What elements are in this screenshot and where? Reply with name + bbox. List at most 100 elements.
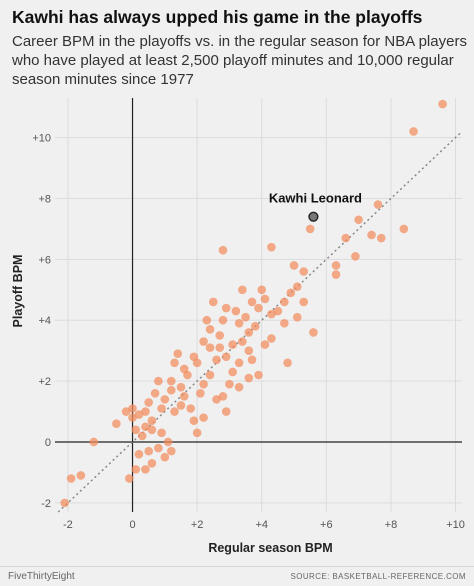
- data-point: [189, 416, 199, 425]
- data-point: [376, 233, 386, 243]
- data-point: [166, 376, 176, 386]
- data-point: [221, 407, 231, 416]
- data-point: [225, 379, 234, 389]
- data-point: [354, 215, 363, 225]
- data-point: [234, 358, 244, 368]
- data-point: [221, 352, 231, 362]
- x-tick-label: 0: [129, 519, 135, 531]
- data-point: [438, 99, 447, 109]
- data-point: [260, 294, 270, 304]
- data-point: [218, 245, 228, 255]
- data-point: [163, 437, 173, 447]
- data-point: [351, 251, 360, 261]
- data-point: [199, 337, 208, 346]
- data-point: [131, 465, 141, 474]
- data-point: [166, 446, 176, 456]
- data-point: [218, 315, 228, 325]
- data-point: [273, 306, 283, 316]
- data-point: [247, 355, 257, 365]
- data-point: [267, 309, 276, 319]
- footer-source: SOURCE: BASKETBALL-REFERENCE.COM: [290, 572, 466, 581]
- highlight-point: [308, 211, 319, 222]
- data-point: [183, 370, 192, 380]
- data-point: [228, 367, 237, 377]
- x-tick-label: -2: [63, 519, 73, 531]
- x-axis-label: Regular season BPM: [208, 541, 332, 555]
- data-point: [254, 303, 263, 313]
- data-point: [244, 346, 254, 355]
- data-point: [141, 407, 150, 416]
- data-point: [199, 379, 208, 389]
- data-point: [409, 127, 418, 136]
- data-point: [231, 306, 241, 316]
- data-point: [157, 404, 166, 413]
- data-point: [112, 419, 121, 429]
- data-point: [247, 297, 257, 307]
- data-point: [250, 322, 260, 331]
- data-point: [202, 315, 212, 325]
- data-point: [160, 452, 170, 462]
- data-point: [128, 404, 137, 413]
- data-point: [244, 373, 254, 383]
- data-point: [292, 312, 302, 322]
- data-point: [150, 388, 160, 398]
- data-point: [179, 392, 189, 401]
- data-point: [289, 261, 299, 270]
- data-point: [141, 422, 150, 432]
- data-point: [131, 425, 141, 435]
- data-point: [238, 337, 247, 346]
- data-point: [299, 267, 309, 276]
- data-point: [176, 401, 186, 410]
- data-point: [170, 407, 179, 416]
- data-point: [331, 270, 341, 279]
- data-point: [166, 385, 176, 395]
- data-point: [176, 382, 186, 392]
- data-point: [238, 285, 247, 295]
- y-axis-label: Playoff BPM: [11, 255, 25, 328]
- data-point: [205, 325, 215, 334]
- data-point: [60, 498, 69, 508]
- data-point: [208, 297, 218, 307]
- data-point: [241, 312, 250, 322]
- data-point: [305, 224, 315, 234]
- data-point: [205, 370, 215, 380]
- x-tick-label: +2: [191, 519, 204, 531]
- data-point: [267, 242, 276, 252]
- data-point: [280, 318, 289, 328]
- data-point: [244, 328, 254, 337]
- data-point: [147, 425, 157, 435]
- data-point: [144, 446, 153, 456]
- data-point: [186, 404, 195, 413]
- data-point: [234, 382, 244, 392]
- data-point: [218, 392, 228, 401]
- equality-diagonal-line: [57, 130, 463, 513]
- data-point: [134, 449, 144, 459]
- data-point: [234, 318, 244, 328]
- data-point: [147, 458, 157, 468]
- x-tick-label: +8: [385, 519, 398, 531]
- data-point: [160, 395, 170, 404]
- data-point: [89, 437, 99, 447]
- y-tick-label: +10: [32, 133, 51, 145]
- data-point: [137, 431, 147, 441]
- data-point: [144, 398, 153, 407]
- data-point: [309, 328, 318, 337]
- data-point: [341, 233, 351, 243]
- data-point: [66, 474, 76, 483]
- y-tick-label: +8: [38, 193, 51, 205]
- data-point: [76, 471, 86, 480]
- data-point: [228, 340, 237, 349]
- data-point: [299, 297, 309, 307]
- data-point: [157, 428, 166, 438]
- data-point: [199, 413, 208, 422]
- data-point: [399, 224, 409, 234]
- data-point: [292, 282, 302, 292]
- data-point: [128, 413, 137, 422]
- highlight-label: Kawhi Leonard: [269, 191, 362, 206]
- data-point: [173, 349, 183, 359]
- data-point: [205, 343, 215, 352]
- data-point: [331, 261, 341, 270]
- chart-title: Kawhi has always upped his game in the p…: [12, 7, 423, 27]
- data-point: [154, 376, 163, 386]
